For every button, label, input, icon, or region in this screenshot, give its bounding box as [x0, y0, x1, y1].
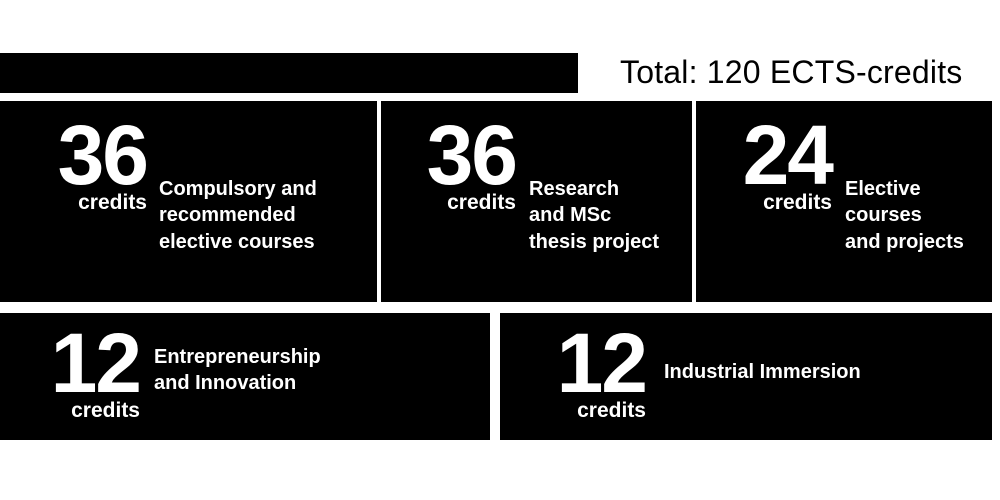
credit-unit-label: credits: [577, 398, 646, 422]
credit-number: 24: [742, 108, 834, 202]
total-credits-label: Total: 120 ECTS-credits: [620, 54, 963, 90]
credit-number: 12: [556, 316, 648, 410]
credit-card-research-thesis[interactable]: 36 credits Research and MSc thesis proje…: [381, 101, 692, 302]
credits-row-bottom: 12 credits Entrepreneurship and Innovati…: [0, 313, 992, 440]
credit-amount-block: 24 credits: [716, 108, 834, 214]
credit-card-entrepreneurship[interactable]: 12 credits Entrepreneurship and Innovati…: [0, 313, 490, 440]
credit-amount-block: 12 credits: [37, 316, 142, 422]
credit-card-elective[interactable]: 24 credits Elective courses and projects: [696, 101, 992, 302]
credit-number: 12: [50, 316, 142, 410]
credit-amount-block: 12 credits: [542, 316, 648, 422]
credit-card-title: Research and MSc thesis project: [529, 178, 660, 253]
header: Total: 120 ECTS-credits: [0, 53, 1000, 93]
credit-unit-label: credits: [763, 190, 832, 214]
credits-row-top: 36 credits Compulsory and recommended el…: [0, 101, 992, 302]
credit-unit-label: credits: [71, 398, 140, 422]
credit-card-compulsory[interactable]: 36 credits Compulsory and recommended el…: [0, 101, 377, 302]
header-black-bar: [0, 53, 578, 93]
credit-card-title: Elective courses and projects: [845, 178, 964, 253]
credit-unit-label: credits: [78, 190, 147, 214]
credit-amount-block: 36 credits: [25, 108, 149, 214]
credit-card-industrial-immersion[interactable]: 12 credits Industrial Immersion: [500, 313, 992, 440]
credit-card-title: Compulsory and recommended elective cour…: [159, 178, 317, 253]
credit-amount-block: 36 credits: [403, 108, 518, 214]
credit-unit-label: credits: [447, 190, 516, 214]
credit-number: 36: [426, 108, 518, 202]
credit-number: 36: [57, 108, 149, 202]
credit-card-title: Industrial Immersion: [664, 361, 861, 383]
credit-card-title: Entrepreneurship and Innovation: [154, 346, 321, 395]
